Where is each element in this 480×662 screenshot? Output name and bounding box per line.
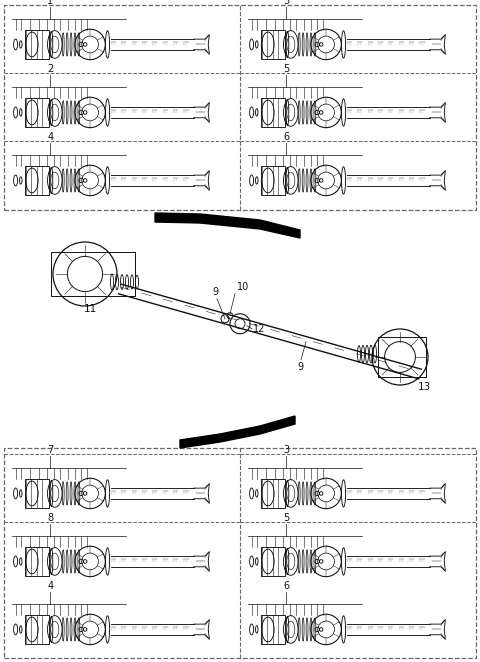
Bar [261, 615, 285, 644]
Text: 9: 9 [297, 361, 303, 371]
Text: 3: 3 [283, 446, 289, 455]
Text: 9: 9 [212, 287, 218, 297]
Text: 4: 4 [47, 581, 53, 591]
Text: 12: 12 [253, 324, 265, 334]
Text: 2: 2 [47, 64, 53, 74]
Bar [4, 448, 476, 658]
Bar [4, 5, 476, 210]
Bar [24, 30, 49, 59]
Text: 8: 8 [47, 513, 53, 523]
Bar [261, 30, 285, 59]
Bar [261, 479, 285, 508]
Bar [261, 166, 285, 195]
Bar [24, 166, 49, 195]
Bar [378, 337, 426, 377]
Text: 3: 3 [283, 0, 289, 6]
Bar [24, 615, 49, 644]
Text: 6: 6 [283, 581, 289, 591]
Text: 10: 10 [237, 282, 249, 292]
Bar [24, 547, 49, 576]
Polygon shape [180, 416, 295, 448]
Text: 5: 5 [283, 64, 289, 74]
Text: 6: 6 [283, 132, 289, 142]
Polygon shape [155, 213, 300, 238]
Text: 5: 5 [283, 513, 289, 523]
Bar [24, 98, 49, 127]
Text: 11: 11 [84, 304, 96, 314]
Text: 13: 13 [418, 382, 431, 392]
Text: 1: 1 [47, 0, 53, 6]
Text: 4: 4 [47, 132, 53, 142]
Text: 7: 7 [47, 446, 53, 455]
Bar [261, 547, 285, 576]
Bar [51, 252, 135, 296]
Bar [261, 98, 285, 127]
Bar [24, 479, 49, 508]
